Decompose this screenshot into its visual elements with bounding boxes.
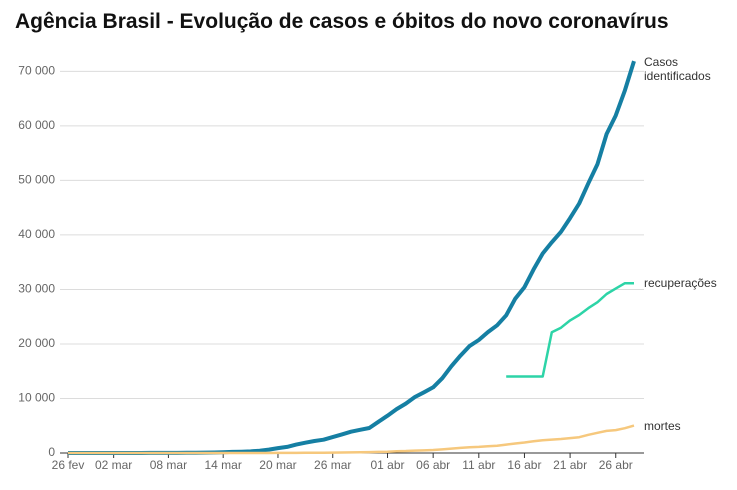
x-tick-label: 14 mar (205, 458, 242, 472)
x-tick-label: 20 mar (259, 458, 296, 472)
x-tick-label: 26 abr (599, 458, 633, 472)
x-tick-label: 21 abr (553, 458, 587, 472)
x-tick-label: 01 abr (371, 458, 405, 472)
series-label: mortes (644, 418, 681, 433)
x-tick-label: 16 abr (507, 458, 541, 472)
y-tick-label: 20 000 (18, 336, 55, 350)
y-tick-label: 0 (48, 445, 55, 459)
x-tick-label: 08 mar (150, 458, 187, 472)
y-tick-label: 30 000 (18, 282, 55, 296)
y-tick-label: 70 000 (18, 64, 55, 78)
x-tick-label: 02 mar (95, 458, 132, 472)
x-tick-label: 06 abr (416, 458, 450, 472)
y-tick-label: 40 000 (18, 227, 55, 241)
series-line (68, 424, 635, 455)
x-tick-label: 11 abr (462, 458, 495, 472)
series-label: recuperações (644, 276, 717, 291)
chart-title: Agência Brasil - Evolução de casos e óbi… (15, 10, 669, 33)
series-line (506, 281, 634, 378)
x-tick-label: 26 fev (52, 458, 85, 472)
series-line (68, 60, 636, 455)
series-label: Casos identificados (644, 55, 711, 84)
y-tick-label: 60 000 (18, 118, 55, 132)
x-tick-label: 26 mar (314, 458, 351, 472)
y-tick-label: 10 000 (18, 391, 55, 405)
y-tick-label: 50 000 (18, 173, 55, 187)
